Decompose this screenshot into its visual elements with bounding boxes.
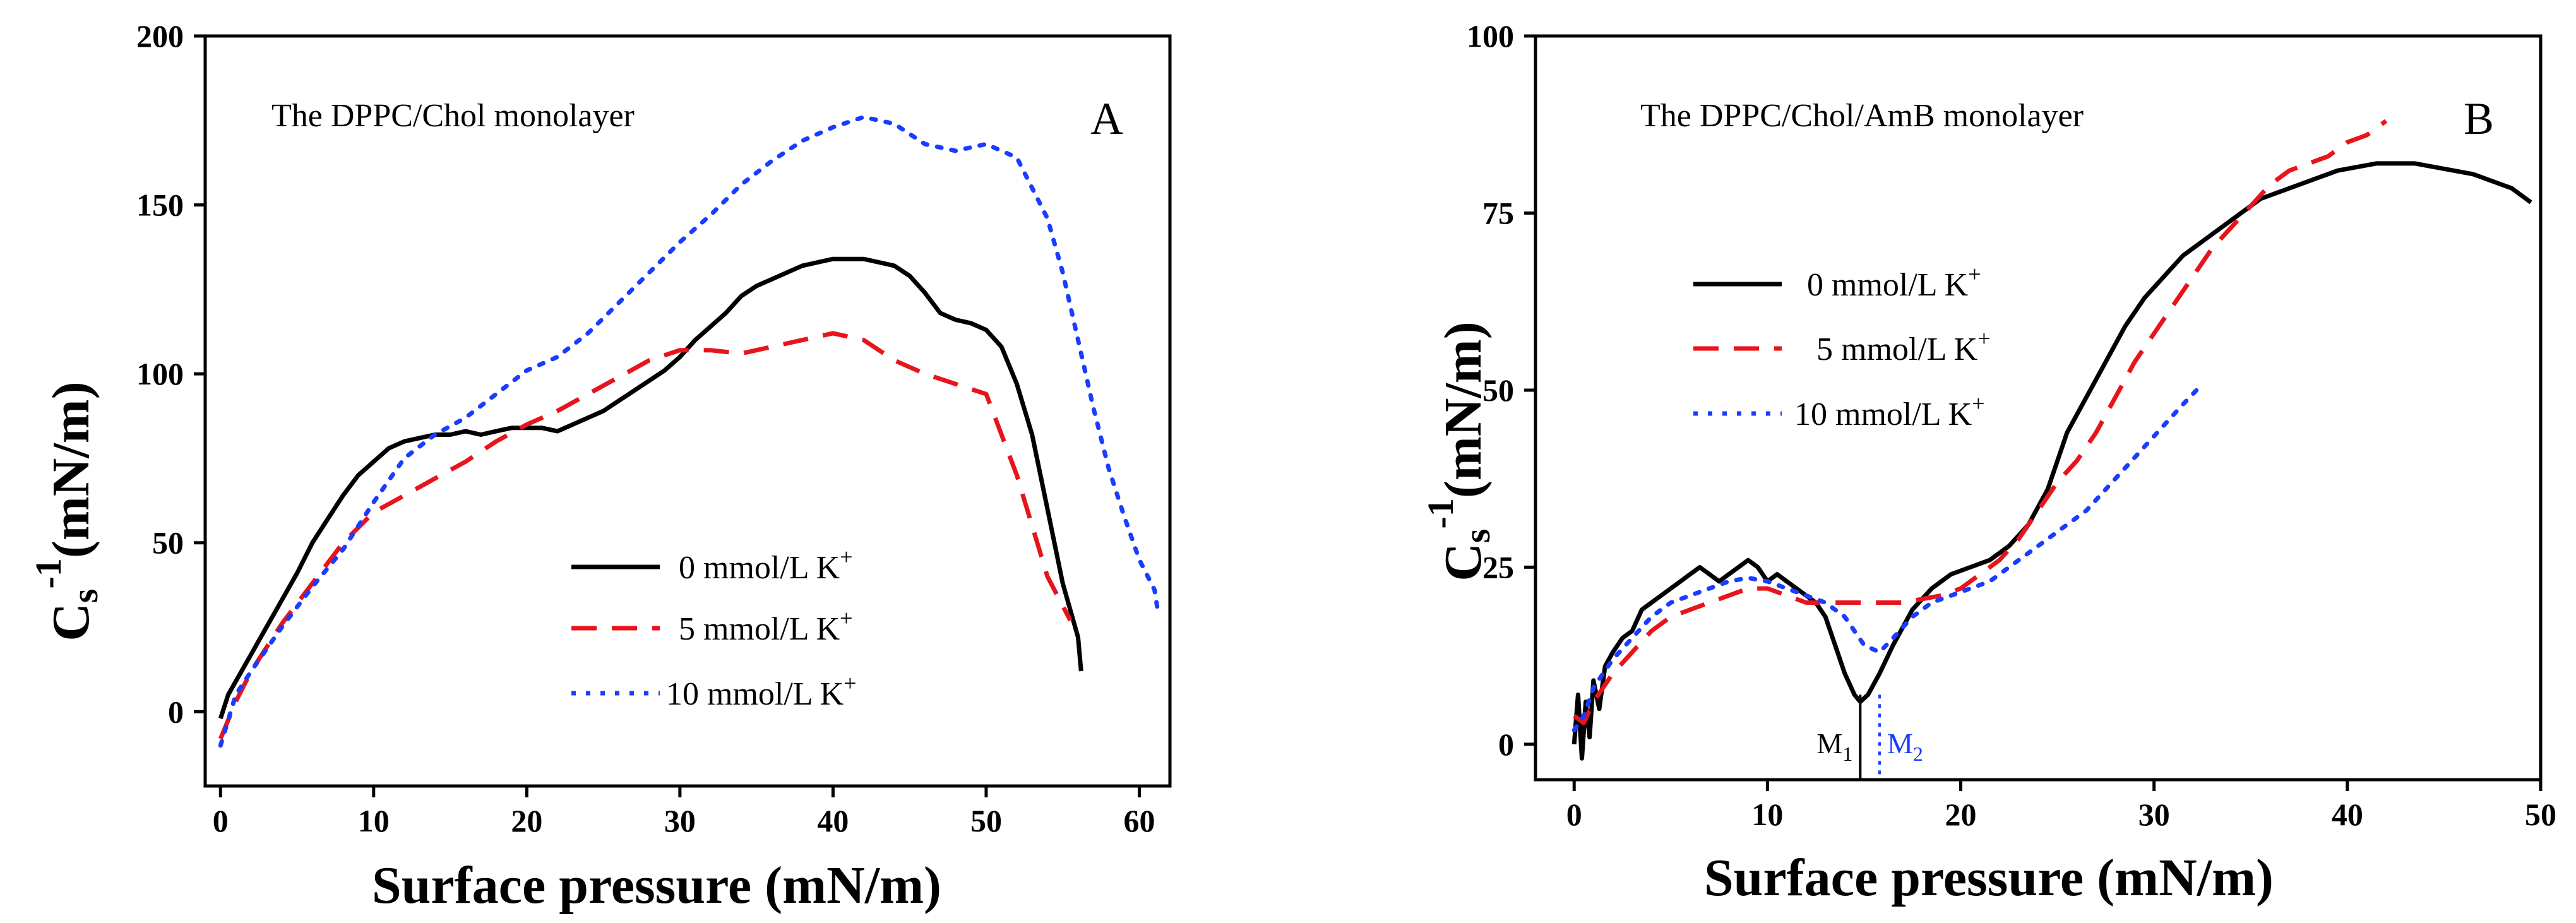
- svg-text:Cs-1(mN/m): Cs-1(mN/m): [28, 381, 105, 641]
- x-ticks: 0 10 20 30 40 50: [1566, 780, 2556, 832]
- series-line: [1573, 119, 2388, 725]
- plot-frame: [1534, 34, 2543, 782]
- legend-item: 10 mmol/L K+: [571, 670, 857, 712]
- y-tick-label: 150: [136, 188, 184, 223]
- y-tick-label: 0: [168, 694, 184, 729]
- legend-item: 0 mmol/L K+: [571, 544, 853, 586]
- series-layer: [1571, 119, 2532, 761]
- y-tick-label: 75: [1482, 195, 1514, 230]
- x-tick-label: 50: [2525, 797, 2556, 832]
- legend-item: 0 mmol/L K+: [1693, 261, 1981, 303]
- x-tick-label: 10: [358, 803, 390, 838]
- series-line: [218, 256, 1083, 720]
- legend-label: 10 mmol/L K+: [1794, 391, 1985, 432]
- series-line: [1571, 388, 2199, 732]
- legend-label: 10 mmol/L K+: [666, 670, 857, 712]
- y-tick-label: 50: [1482, 372, 1514, 408]
- y-label-sup: -1: [1420, 498, 1461, 528]
- legend-label: 0 mmol/L K+: [1807, 261, 1981, 303]
- y-tick-label: 100: [1467, 18, 1514, 54]
- x-tick-label: 0: [1566, 797, 1582, 832]
- y-label-unit: (mN/m): [1434, 321, 1493, 498]
- legend: 0 mmol/L K+ 5 mmol/L K+ 10 mmol/L K+: [571, 544, 857, 712]
- y-label-sub: s: [64, 588, 105, 603]
- svg-text:Cs-1(mN/m): Cs-1(mN/m): [1420, 321, 1498, 581]
- series-line: [1571, 161, 2532, 761]
- y-ticks: 0 50 100 150 200: [136, 18, 205, 729]
- y-ticks: 0 25 50 75 100: [1467, 18, 1535, 762]
- series-layer: [218, 114, 1160, 748]
- y-tick-label: 0: [1498, 727, 1514, 762]
- legend-item: 10 mmol/L K+: [1693, 391, 1985, 432]
- y-tick-label: 100: [136, 356, 184, 391]
- y-label-unit: (mN/m): [42, 381, 100, 558]
- x-tick-label: 40: [2332, 797, 2363, 832]
- panel-letter: B: [2464, 93, 2494, 144]
- panel-a: 0 10 20 30 40 50 60 0 50 100 150 200 The DPPC/Chol…: [28, 18, 1172, 915]
- chart-annotation: The DPPC/Chol monolayer: [271, 98, 635, 134]
- panel-b: 0 10 20 30 40 50 0 25 50 75 100 M1 M2 The DPPC/Cho…: [1420, 18, 2556, 907]
- legend-label: 5 mmol/L K+: [679, 605, 853, 647]
- y-label-main: C: [1434, 543, 1493, 581]
- y-tick-label: 50: [152, 525, 184, 561]
- x-tick-label: 10: [1751, 797, 1783, 832]
- x-tick-label: 20: [1945, 797, 1977, 832]
- legend-item: 5 mmol/L K+: [1693, 326, 1991, 367]
- y-axis-label: Cs-1(mN/m): [28, 381, 105, 641]
- x-axis-label: Surface pressure (mN/m): [372, 856, 941, 915]
- legend-item: 5 mmol/L K+: [571, 605, 853, 647]
- x-axis-label: Surface pressure (mN/m): [1704, 849, 2274, 907]
- y-label-main: C: [42, 603, 100, 641]
- y-axis-label: Cs-1(mN/m): [1420, 321, 1498, 581]
- y-label-sup: -1: [28, 558, 69, 588]
- marker-label: M1: [1816, 727, 1852, 765]
- x-tick-label: 30: [664, 803, 696, 838]
- chart-annotation: The DPPC/Chol/AmB monolayer: [1640, 98, 2084, 134]
- marker-layer: M1 M2: [1816, 694, 1923, 780]
- x-tick-label: 20: [511, 803, 542, 838]
- legend-label: 0 mmol/L K+: [679, 544, 853, 586]
- legend: 0 mmol/L K+ 5 mmol/L K+ 10 mmol/L K+: [1693, 261, 1991, 432]
- x-ticks: 0 10 20 30 40 50 60: [213, 786, 1155, 838]
- x-tick-label: 0: [213, 803, 229, 838]
- x-tick-label: 30: [2138, 797, 2170, 832]
- y-label-sub: s: [1457, 528, 1498, 543]
- x-tick-label: 60: [1123, 803, 1155, 838]
- series-line: [218, 331, 1073, 740]
- y-tick-label: 200: [136, 18, 184, 54]
- plot-frame: [203, 34, 1172, 788]
- x-tick-label: 50: [970, 803, 1002, 838]
- y-tick-label: 25: [1482, 549, 1514, 585]
- series-line: [218, 114, 1160, 748]
- marker-label: M2: [1887, 727, 1923, 765]
- legend-label: 5 mmol/L K+: [1816, 326, 1991, 367]
- x-tick-label: 40: [817, 803, 849, 838]
- panel-letter: A: [1090, 93, 1123, 144]
